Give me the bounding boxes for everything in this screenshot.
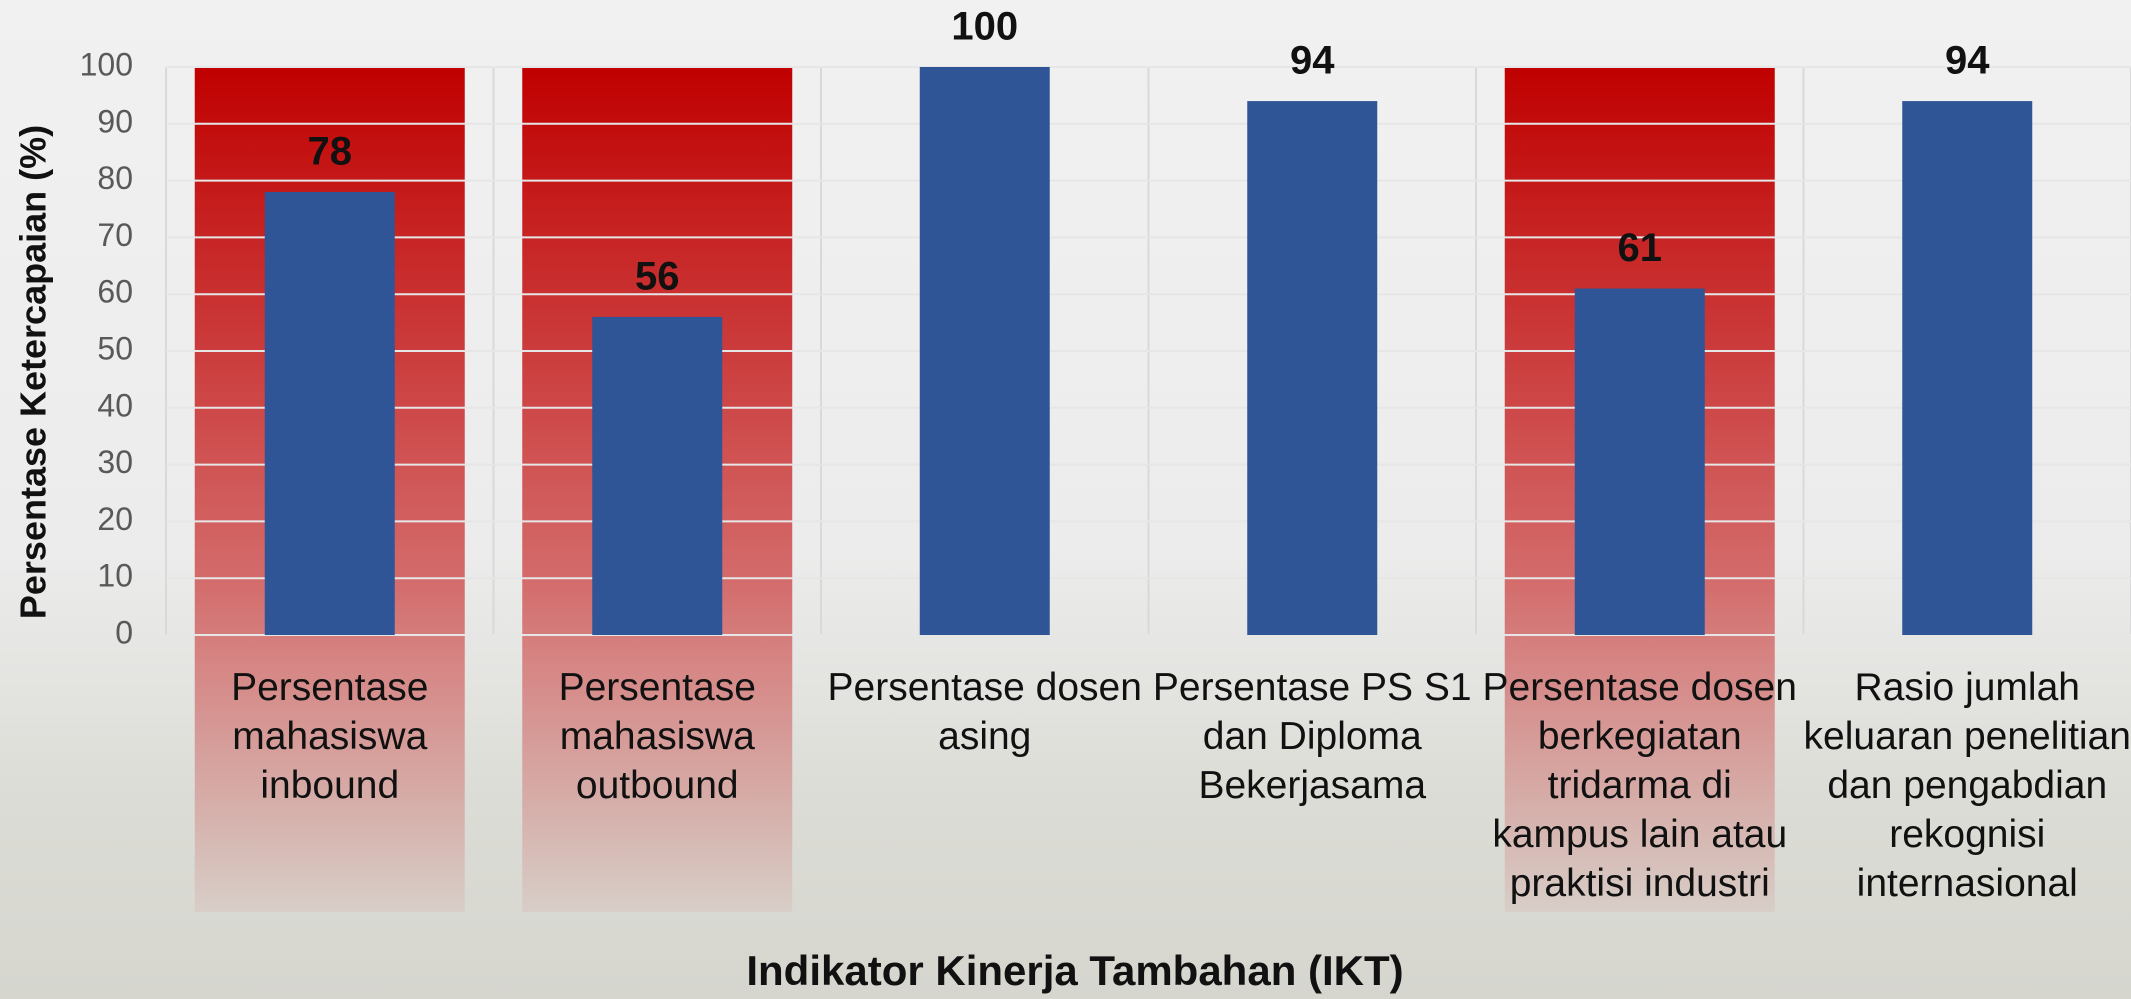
value-label: 94 — [1290, 39, 1335, 83]
value-label: 100 — [951, 5, 1018, 49]
page: Persentase Ketercapaian (%) Indikator Ki… — [0, 0, 2131, 999]
x-tick-label: Rasio jumlah keluaran penelitian dan pen… — [1802, 663, 2131, 908]
y-axis-title: Persentase Ketercapaian (%) — [13, 125, 54, 619]
x-tick-label: Persentase dosen asing — [820, 663, 1150, 761]
y-tick-label: 60 — [97, 274, 133, 310]
bar — [1902, 101, 2032, 635]
x-axis-title: Indikator Kinerja Tambahan (IKT) — [746, 947, 1403, 994]
bar — [920, 67, 1050, 635]
y-tick-label: 70 — [97, 217, 133, 253]
value-label: 78 — [308, 130, 353, 174]
x-tick-label: Persentase dosen berkegiatan tridarma di… — [1475, 663, 1805, 908]
y-tick-label: 80 — [97, 160, 133, 196]
x-tick-label: Persentase mahasiswa inbound — [165, 663, 495, 810]
y-tick-label: 50 — [97, 330, 133, 366]
bar — [1575, 289, 1705, 635]
y-tick-label: 30 — [97, 444, 133, 480]
y-tick-label: 40 — [97, 387, 133, 423]
x-tick-label: Persentase PS S1 dan Diploma Bekerjasama — [1147, 663, 1477, 810]
bar — [265, 192, 395, 635]
y-tick-label: 20 — [97, 501, 133, 537]
bar — [592, 317, 722, 635]
value-label: 94 — [1945, 39, 1990, 83]
y-tick-label: 100 — [80, 46, 133, 82]
y-tick-label: 90 — [97, 103, 133, 139]
value-label: 56 — [635, 254, 680, 298]
value-label: 61 — [1618, 226, 1663, 270]
y-tick-label: 0 — [115, 614, 133, 650]
y-tick-label: 10 — [97, 558, 133, 594]
bar — [1247, 101, 1377, 635]
x-tick-label: Persentase mahasiswa outbound — [492, 663, 822, 810]
